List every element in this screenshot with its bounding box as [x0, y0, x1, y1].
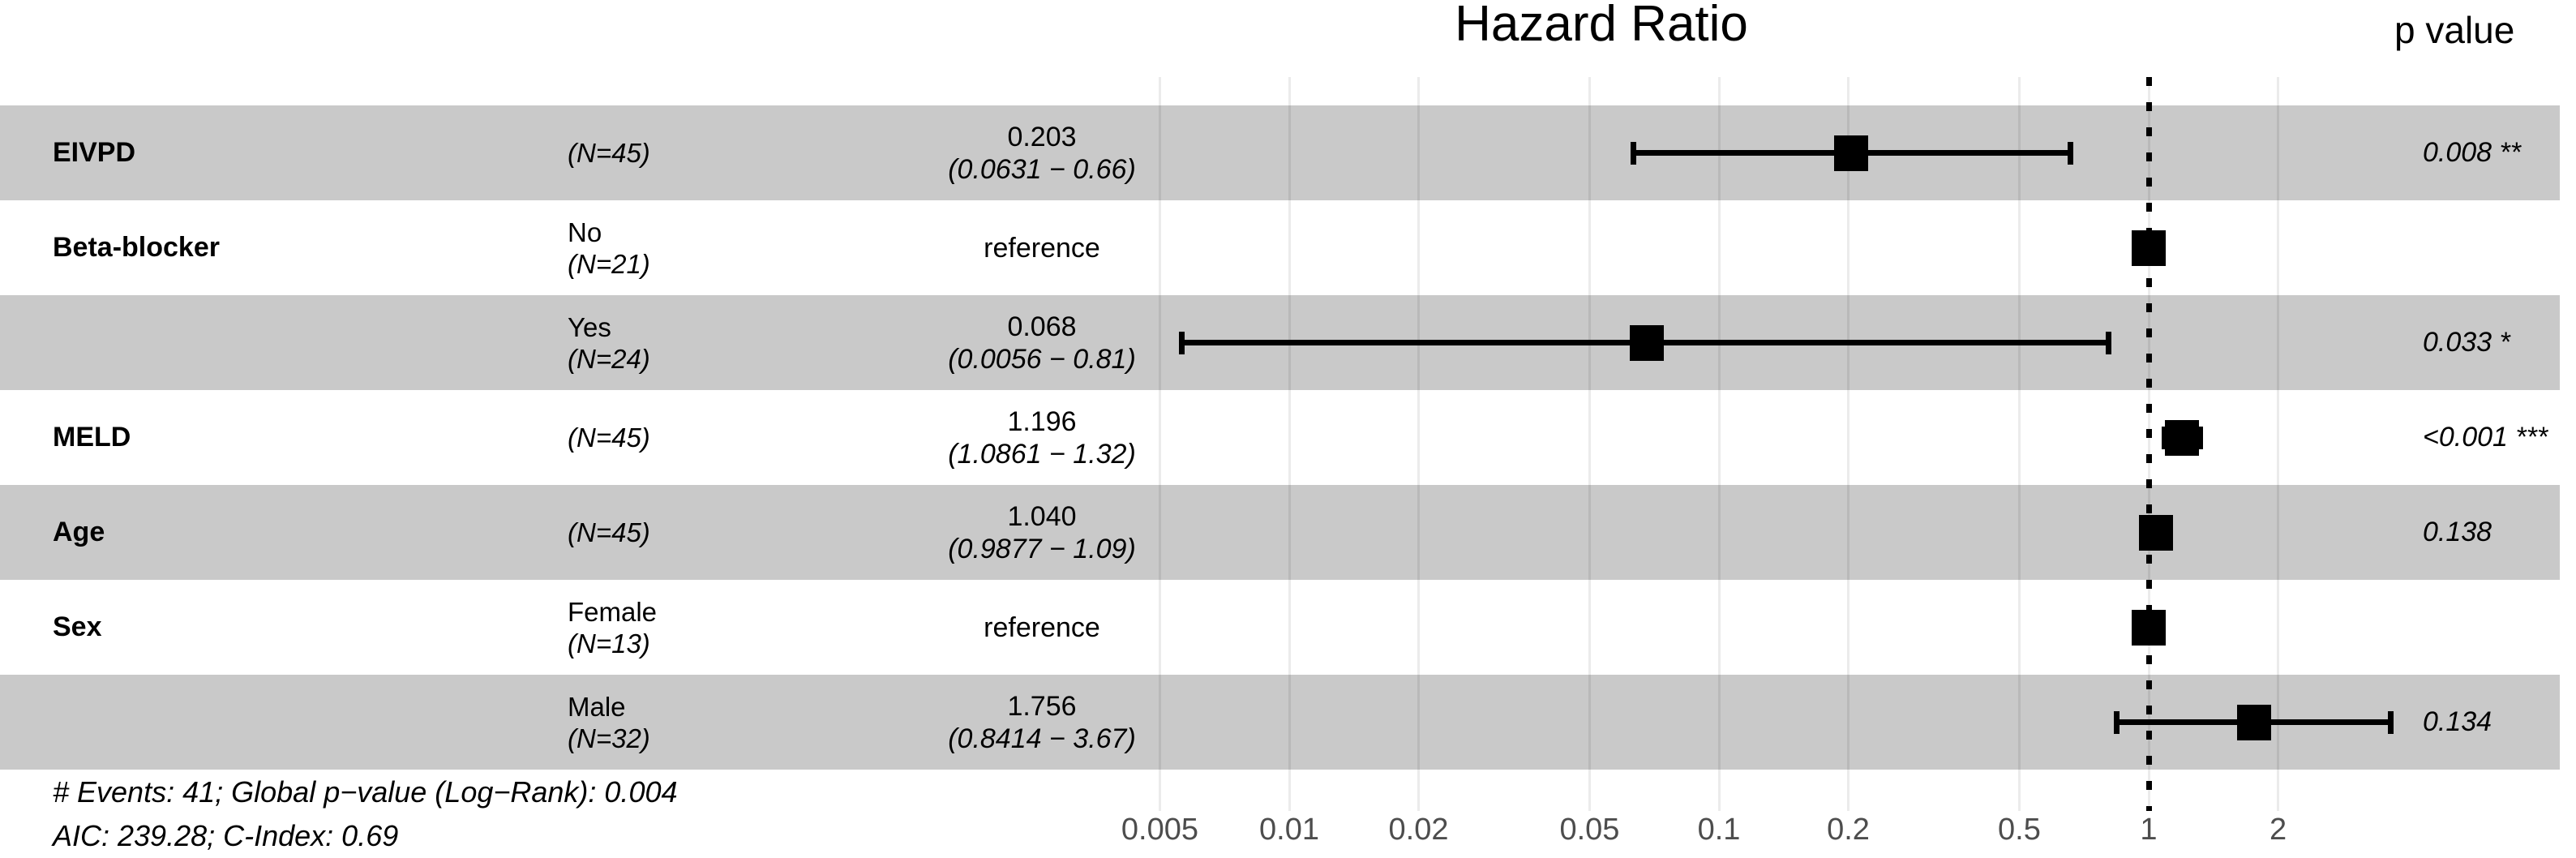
footnote-fit: AIC: 239.28; C-Index: 0.69 [53, 819, 399, 852]
x-gridline [2277, 77, 2280, 811]
table-row: EIVPD (N=45) 0.203 (0.0631 − 0.66) 0.008… [0, 105, 2576, 200]
model-footnotes: # Events: 41; Global p−value (Log−Rank):… [53, 770, 678, 858]
estimate-value: 1.040 [1007, 500, 1077, 532]
p-value [2423, 200, 2576, 295]
level-cell: Male (N=32) [568, 675, 835, 770]
ci-cap-right [2106, 331, 2112, 354]
level-n: (N=45) [568, 517, 650, 547]
confidence-interval: (0.9877 − 1.09) [948, 533, 1136, 564]
hazard-ratio-marker [2132, 609, 2166, 646]
estimate-cell: reference [864, 200, 1220, 295]
estimate-cell: 1.756 (0.8414 − 3.67) [864, 675, 1220, 770]
level-n: (N=45) [568, 423, 650, 453]
variable-label: EIVPD [53, 137, 136, 168]
table-row: Sex Female (N=13) reference [0, 580, 2576, 675]
table-row: Age (N=45) 1.040 (0.9877 − 1.09) 0.138 [0, 485, 2576, 580]
ci-cap-left [2114, 710, 2120, 734]
ci-cap-left [1178, 331, 1185, 354]
level-cell: Female (N=13) [568, 580, 835, 675]
level-cell: (N=45) [568, 390, 835, 485]
confidence-interval: (1.0861 − 1.32) [948, 438, 1136, 470]
confidence-interval: (0.0631 − 0.66) [948, 153, 1136, 185]
estimate-cell: reference [864, 580, 1220, 675]
estimate-value: 0.068 [1007, 311, 1077, 342]
p-value: <0.001 *** [2423, 422, 2548, 453]
estimate-value: 1.196 [1007, 405, 1077, 437]
hazard-ratio-marker [2132, 230, 2166, 266]
x-gridline [1717, 77, 1721, 811]
level-cell: Yes (N=24) [568, 295, 835, 390]
hazard-ratio-marker [1833, 135, 1868, 171]
level-name: Male [568, 691, 626, 722]
row-stripe [0, 105, 2560, 200]
variable-label: Sex [53, 611, 102, 642]
x-gridline [1158, 77, 1161, 811]
variable-label [53, 675, 507, 770]
x-gridline [1847, 77, 1850, 811]
footnote-events: # Events: 41; Global p−value (Log−Rank):… [53, 775, 678, 809]
x-axis-tick-label: 0.2 [1827, 813, 1870, 847]
confidence-interval: (0.0056 − 0.81) [948, 343, 1136, 375]
x-axis-tick-label: 0.05 [1559, 813, 1620, 847]
table-row: MELD (N=45) 1.196 (1.0861 − 1.32) <0.001… [0, 390, 2576, 485]
x-gridline [2017, 77, 2021, 811]
hazard-ratio-marker [2139, 514, 2174, 551]
hazard-ratio-marker [1630, 324, 1665, 361]
x-gridline [1417, 77, 1421, 811]
p-value: 0.008 ** [2423, 137, 2521, 168]
ci-cap-left [2162, 426, 2167, 449]
row-stripe [0, 485, 2560, 580]
ci-cap-right [2197, 426, 2203, 449]
ci-cap-right [2068, 141, 2074, 165]
variable-label: MELD [53, 422, 131, 453]
table-row: Beta-blocker No (N=21) reference [0, 200, 2576, 295]
estimate-value: 1.756 [1007, 690, 1077, 722]
estimate-cell: 0.068 (0.0056 − 0.81) [864, 295, 1220, 390]
x-gridline [1288, 77, 1291, 811]
level-name: Yes [568, 311, 611, 342]
estimate-cell: 0.203 (0.0631 − 0.66) [864, 105, 1220, 200]
x-axis-tick-label: 2 [2269, 813, 2287, 847]
level-cell: No (N=21) [568, 200, 835, 295]
p-value [2423, 580, 2576, 675]
p-value: 0.138 [2423, 517, 2492, 547]
p-value: 0.033 * [2423, 327, 2510, 358]
reference-line [2145, 77, 2152, 811]
estimate-value: reference [984, 611, 1100, 643]
estimate-cell: 1.196 (1.0861 − 1.32) [864, 390, 1220, 485]
level-name: No [568, 217, 602, 247]
level-name: Female [568, 596, 658, 627]
hazard-ratio-marker [2165, 419, 2200, 456]
level-cell: (N=45) [568, 105, 835, 200]
level-cell: (N=45) [568, 485, 835, 580]
estimate-value: reference [984, 232, 1100, 264]
x-axis-tick-label: 0.5 [1998, 813, 2041, 847]
x-axis-tick-label: 0.1 [1697, 813, 1741, 847]
level-n: (N=45) [568, 138, 650, 168]
hazard-ratio-marker [2236, 704, 2271, 740]
p-value: 0.134 [2423, 706, 2492, 737]
level-n: (N=24) [568, 343, 650, 374]
ci-cap-left [1631, 141, 1636, 165]
chart-title: Hazard Ratio [1455, 0, 1748, 52]
x-axis-tick-label: 1 [2140, 813, 2158, 847]
estimate-cell: 1.040 (0.9877 − 1.09) [864, 485, 1220, 580]
ci-cap-right [2388, 710, 2394, 734]
level-n: (N=13) [568, 628, 650, 659]
x-axis-tick-label: 0.005 [1121, 813, 1198, 847]
x-axis-tick-label: 0.01 [1259, 813, 1319, 847]
p-value-column-header: p value [2394, 9, 2515, 51]
x-gridline [1588, 77, 1591, 811]
variable-label: Age [53, 517, 105, 547]
variable-label: Beta-blocker [53, 232, 220, 263]
confidence-interval: (0.8414 − 3.67) [948, 723, 1136, 754]
x-axis-tick-label: 0.02 [1388, 813, 1449, 847]
estimate-value: 0.203 [1007, 121, 1077, 152]
level-n: (N=21) [568, 248, 650, 279]
variable-label [53, 295, 507, 390]
level-n: (N=32) [568, 723, 650, 753]
